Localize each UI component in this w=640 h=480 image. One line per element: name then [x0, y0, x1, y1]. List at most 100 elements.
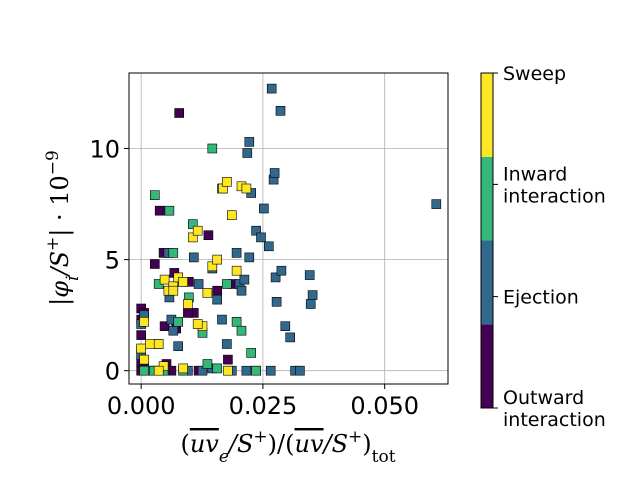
colorbar-label-outward: interaction: [503, 409, 606, 431]
scatter-point-sweep: [192, 319, 203, 329]
colorbar-segments: [481, 73, 493, 409]
scatter-point-sweep: [188, 232, 198, 243]
scatter-point-inward: [164, 205, 175, 216]
scatter-point-ejection: [270, 272, 281, 283]
scatter-point-sweep: [153, 365, 164, 376]
scatter-point-outward: [223, 354, 233, 365]
colorbar-segment-sweep: [481, 73, 493, 157]
axes-frame: [128, 72, 449, 385]
scatter-point-inward: [173, 316, 183, 327]
scatter-point-sweep: [207, 261, 218, 272]
scatter-point-ejection: [242, 148, 253, 158]
scatter-point-outward: [212, 285, 222, 296]
scatter-point-inward: [212, 363, 222, 374]
scatter-point-inward: [231, 316, 242, 327]
scatter-point-ejection: [173, 341, 183, 352]
scatter-point-sweep: [241, 183, 252, 194]
scatter-point-inward: [251, 365, 261, 376]
scatter-point-sweep: [192, 225, 203, 236]
colorbar: OutwardinteractionEjectionInwardinteract…: [480, 63, 606, 431]
scatter-point-ejection: [307, 290, 318, 300]
scatter-points: [136, 83, 442, 376]
scatter-point-ejection: [241, 365, 252, 376]
colorbar-labels: OutwardinteractionEjectionInwardinteract…: [493, 63, 606, 431]
scatter-point-outward: [183, 308, 193, 318]
scatter-point-ejection: [305, 299, 316, 309]
x-axis-label: (uve/S+)/(uv/S+)tot: [180, 427, 395, 467]
x-label-uv-overlined-2: uv: [294, 430, 323, 458]
scatter-point-ejection: [271, 296, 282, 307]
colorbar-label-inward: interaction: [503, 185, 606, 207]
scatter-point-ejection: [193, 279, 204, 289]
scatter-point-outward: [150, 259, 160, 269]
scatter-point-ejection: [197, 365, 208, 376]
scatter-point-sweep: [139, 316, 149, 327]
scatter-point-ejection: [266, 83, 277, 94]
colorbar-segment-ejection: [481, 240, 493, 325]
x-tick-label: 0.025: [229, 392, 298, 420]
x-tick-label: 0.050: [350, 392, 419, 420]
colorbar-frame: [480, 72, 494, 409]
scatter-point-inward: [246, 348, 256, 358]
scatter-point-ejection: [256, 232, 266, 243]
scatter-point-sweep: [153, 339, 164, 349]
y-tick-label: 5: [105, 247, 120, 275]
scatter-point-sweep: [183, 299, 193, 309]
scatter-point-ejection: [212, 294, 222, 305]
scatter-point-ejection: [251, 225, 261, 236]
scatter-point-inward: [222, 279, 232, 289]
scatter-point-sweep: [212, 254, 222, 265]
colorbar-label-inward: Inward: [503, 163, 567, 185]
y-tick-label: 10: [89, 136, 120, 164]
scatter-point-outward: [203, 230, 214, 240]
scatter-point-sweep: [139, 354, 149, 365]
y-tick-label: 0: [105, 358, 120, 386]
scatter-point-inward: [202, 359, 213, 369]
x-label-uv-overlined-1: uv: [190, 430, 219, 458]
scatter-point-inward: [236, 325, 247, 336]
scatter-point-ejection: [431, 199, 442, 209]
scatter-point-ejection: [189, 252, 199, 263]
scatter-point-sweep: [222, 177, 232, 187]
scatter-point-inward: [207, 143, 218, 154]
scatter-point-ejection: [222, 339, 232, 349]
scatter-point-sweep: [227, 210, 237, 220]
scatter-point-ejection: [276, 265, 287, 276]
scatter-point-ejection: [263, 241, 274, 252]
scatter-point-ejection: [217, 314, 227, 325]
plot-area: 0.000 0.025 0.050 0 5 10: [89, 72, 449, 420]
scatter-point-inward: [139, 365, 149, 376]
scatter-point-sweep: [159, 274, 170, 285]
scatter-point-ejection: [295, 365, 305, 376]
scatter-point-ejection: [285, 332, 296, 343]
scatter-point-ejection: [231, 248, 242, 258]
scatter-point-ejection: [259, 203, 269, 214]
scatter-point-sweep: [223, 365, 233, 376]
scatter-point-sweep: [231, 265, 242, 276]
scatter-point-sweep: [202, 288, 213, 298]
scatter-point-inward: [150, 190, 160, 200]
scatter-point-ejection: [304, 270, 315, 280]
x-axis-ticks: 0.000 0.025 0.050: [107, 384, 419, 420]
colorbar-label-outward: Outward: [503, 387, 584, 409]
colorbar-label-sweep: Sweep: [503, 63, 566, 85]
scatter-point-outward: [154, 205, 165, 216]
scatter-point-inward: [188, 219, 198, 229]
scatter-point-ejection: [280, 321, 291, 332]
colorbar-segment-outward: [481, 324, 493, 409]
scatter-point-ejection: [236, 285, 247, 296]
scatter-point-outward: [136, 330, 146, 340]
scatter-point-ejection: [275, 106, 286, 116]
colorbar-segment-inward: [481, 156, 493, 241]
scatter-point-ejection: [269, 168, 280, 178]
x-tick-label: 0.000: [107, 392, 176, 420]
scatter-point-ejection: [244, 137, 255, 147]
scatter-point-ejection: [244, 252, 255, 263]
scatter-point-ejection: [265, 365, 276, 376]
y-axis-label: |φi/S+| · 10−9: [43, 150, 83, 306]
scatter-point-sweep: [168, 285, 179, 296]
scatter-point-inward: [168, 248, 179, 258]
scatter-point-ejection: [168, 325, 179, 336]
